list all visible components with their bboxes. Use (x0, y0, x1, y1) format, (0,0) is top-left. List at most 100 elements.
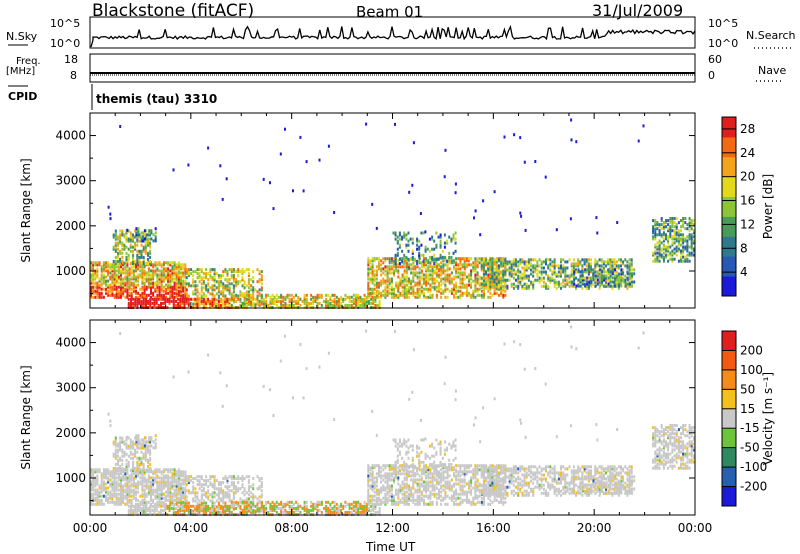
power-cell (443, 255, 446, 259)
power-cell (207, 146, 210, 150)
velocity-cell (130, 500, 133, 504)
power-cell (626, 276, 629, 280)
power-cell (410, 285, 413, 289)
velocity-cell (167, 468, 170, 472)
power-cell (493, 274, 496, 278)
power-cell (658, 225, 661, 229)
power-cell (577, 260, 580, 264)
power-cell (200, 270, 203, 274)
power-cell (265, 295, 268, 299)
power-cell (540, 266, 543, 270)
velocity-cell (158, 482, 161, 486)
power-cell (692, 241, 695, 245)
velocity-cell (130, 498, 133, 502)
power-cell (598, 272, 601, 276)
power-cell (616, 282, 619, 286)
velocity-cell (230, 510, 233, 514)
power-cell (273, 297, 276, 301)
power-cell (624, 280, 627, 284)
power-cell (476, 287, 479, 291)
power-cell (112, 247, 115, 251)
power-cell (620, 270, 623, 274)
power-cell (423, 265, 425, 269)
velocity-cell (155, 508, 158, 512)
velocity-cell (363, 500, 366, 504)
velocity-cell (252, 483, 255, 487)
power-cell (419, 212, 422, 215)
power-cell (149, 301, 152, 305)
power-cell (690, 247, 693, 251)
power-cell (506, 268, 509, 272)
power-cell (209, 274, 212, 278)
power-cell (256, 290, 259, 294)
power-cell (573, 278, 576, 282)
power-cell (598, 280, 601, 284)
power-cell (258, 293, 261, 297)
velocity-cell (252, 495, 255, 499)
velocity-cell (237, 504, 240, 508)
velocity-cell (312, 502, 315, 506)
velocity-cell (180, 502, 182, 506)
power-cell (658, 251, 661, 255)
velocity-cell (194, 506, 197, 510)
power-cell (510, 260, 513, 264)
power-cell (480, 260, 483, 264)
velocity-cell (167, 488, 170, 492)
velocity-cell (166, 504, 169, 508)
power-cell (465, 293, 468, 297)
power-cell (536, 262, 539, 266)
power-cell (90, 263, 92, 267)
power-cell (596, 278, 599, 282)
velocity-cell (100, 500, 103, 504)
velocity-cell (156, 496, 159, 500)
power-cell (149, 233, 152, 237)
power-cell (594, 266, 597, 270)
velocity-cell (96, 474, 99, 478)
velocity-cell (344, 510, 347, 514)
power-cell (211, 288, 214, 292)
velocity-cell (184, 502, 187, 506)
velocity-cell (109, 500, 112, 504)
power-cell (566, 274, 569, 278)
power-cell (134, 303, 137, 307)
power-cell (538, 276, 541, 280)
power-cell (503, 135, 506, 139)
power-cell (575, 276, 577, 280)
power-cell (175, 293, 178, 297)
power-cell (530, 280, 532, 284)
power-cell (184, 269, 187, 273)
power-cell (119, 249, 122, 253)
velocity-cell (164, 506, 167, 510)
power-cell (310, 297, 313, 301)
power-cell (375, 226, 378, 230)
power-cell (134, 235, 137, 239)
power-cell (416, 291, 419, 295)
velocity-cell (147, 492, 150, 496)
power-cell (487, 289, 490, 293)
power-cell (495, 272, 498, 276)
power-cell (107, 269, 110, 273)
power-cell (139, 235, 142, 239)
velocity-cell (258, 508, 261, 512)
power-cell (424, 230, 427, 234)
velocity-cell (171, 502, 174, 506)
power-cell (540, 284, 543, 288)
power-cell (94, 273, 97, 277)
velocity-cell (250, 491, 253, 495)
velocity-cell (222, 510, 225, 514)
velocity-cell (365, 504, 368, 508)
power-cell (243, 301, 246, 305)
velocity-cell (143, 484, 146, 488)
velocity-cell (171, 492, 174, 496)
power-cell (398, 243, 401, 247)
velocity-cell (220, 483, 223, 487)
power-cell (154, 261, 157, 265)
velocity-cell (169, 500, 172, 504)
velocity-cell (145, 504, 147, 508)
velocity-cell (190, 475, 193, 479)
velocity-cell (277, 506, 280, 510)
power-cell (369, 265, 372, 269)
power-cell (506, 262, 509, 266)
velocity-cell (204, 508, 207, 512)
power-cell (132, 265, 135, 269)
